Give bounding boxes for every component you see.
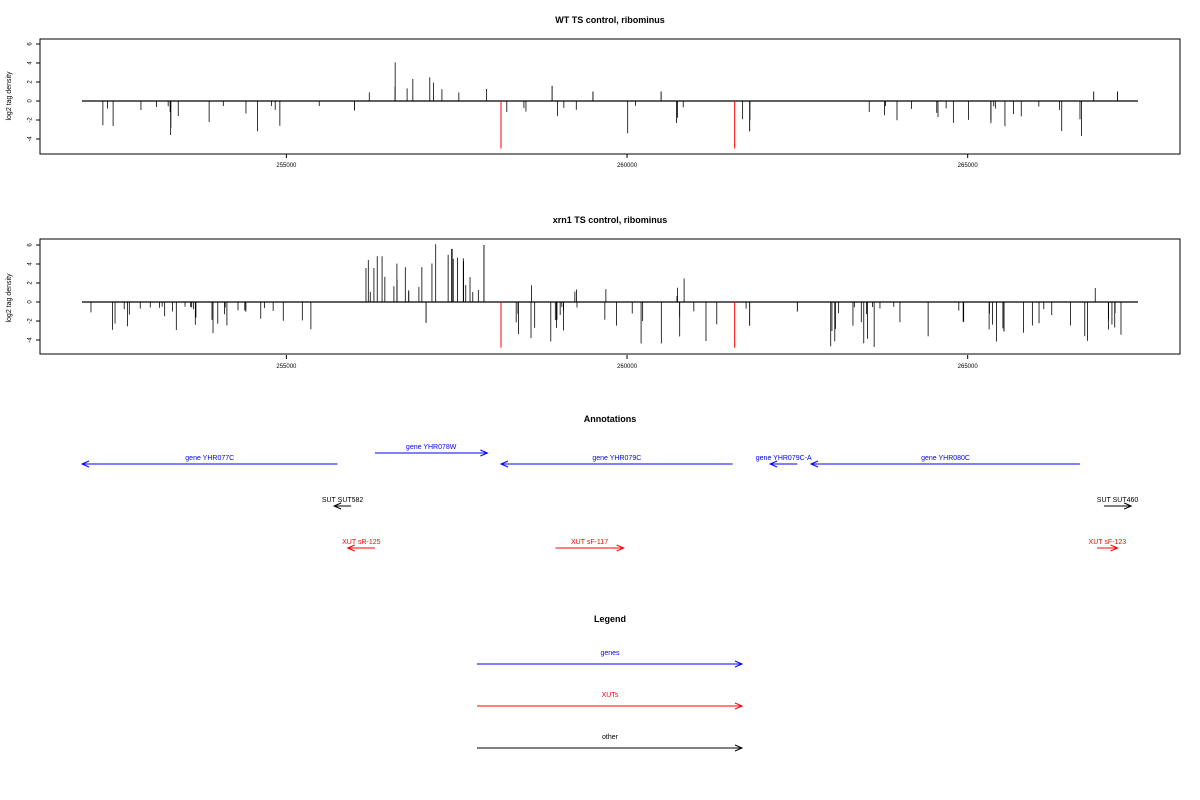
y-tick-label: 6 — [28, 42, 34, 46]
y-tick-label: 4 — [28, 61, 34, 65]
annotation-arrow — [346, 544, 375, 552]
annotation-arrow — [1103, 502, 1133, 510]
legend-arrow — [477, 702, 744, 710]
wt-track-x-axis: 255000 260000 265000 — [276, 154, 978, 169]
legend-arrow — [477, 744, 744, 752]
wt-track-frame — [39, 38, 1181, 155]
xrn1-track-title: xrn1 TS control, ribominus — [553, 215, 668, 225]
x-tick-label: 265000 — [958, 364, 979, 370]
y-tick-label: 0 — [28, 99, 34, 103]
arrow-head — [616, 544, 625, 552]
xrn1-track-frame — [39, 238, 1181, 355]
annotation-label: XUT sF-117 — [571, 539, 608, 546]
annotation-arrow — [1097, 544, 1119, 552]
y-tick-label: 2 — [28, 281, 34, 285]
arrow-head — [809, 460, 819, 468]
arrow-head — [480, 449, 489, 457]
annotation-arrow — [80, 460, 338, 468]
annotation-label: XUT sF-123 — [1089, 539, 1127, 546]
annotation-label: gene YHR077C — [185, 455, 234, 462]
legend-label: XUTs — [602, 692, 619, 699]
xrn1-track-bars — [82, 244, 1138, 348]
legend-items: genes XUTs other — [477, 650, 744, 752]
arrow-head — [332, 502, 342, 510]
y-tick-label: 2 — [28, 80, 34, 84]
wt-track-ylabel: log2 tag density — [6, 71, 13, 121]
legend-title: Legend — [594, 614, 626, 624]
xrn1-track-x-axis: 255000 260000 265000 — [276, 355, 978, 370]
legend-label: genes — [600, 650, 620, 657]
x-tick-label: 260000 — [617, 163, 638, 169]
annotation-arrow — [499, 460, 733, 468]
arrow-head — [499, 460, 509, 468]
x-tick-label: 260000 — [617, 364, 638, 370]
y-tick-label: 0 — [28, 300, 34, 304]
x-tick-label: 255000 — [276, 364, 297, 370]
wt-track-bars — [82, 62, 1138, 149]
annotation-label: gene YHR078W — [406, 444, 457, 451]
arrow-head — [768, 460, 778, 468]
annotation-arrow — [332, 502, 352, 510]
annotation-arrow — [374, 449, 489, 457]
annotation-label: SUT SUT460 — [1097, 497, 1139, 504]
annotation-arrow — [768, 460, 798, 468]
annotation-arrow — [555, 544, 625, 552]
annotation-label: gene YHR079C — [592, 455, 641, 462]
arrow-head — [80, 460, 90, 468]
wt-track-title: WT TS control, ribominus — [555, 15, 665, 25]
y-tick-label: -2 — [28, 318, 34, 324]
x-tick-label: 265000 — [958, 163, 979, 169]
xrn1-track-panel: xrn1 TS control, ribominus log2 tag dens… — [6, 215, 1181, 370]
annotation-label: gene YHR079C-A — [756, 455, 812, 462]
arrow-head — [734, 660, 744, 668]
legend-arrow — [477, 660, 744, 668]
arrow-head — [346, 544, 355, 552]
arrow-head — [734, 702, 744, 710]
y-tick-label: 6 — [28, 243, 34, 247]
annotations-title: Annotations — [584, 414, 637, 424]
annotation-label: SUT SUT582 — [322, 497, 364, 504]
annotation-label: XUT sR-125 — [342, 539, 380, 546]
y-tick-label: -4 — [28, 337, 34, 343]
y-tick-label: -2 — [28, 117, 34, 123]
arrow-head — [1110, 544, 1119, 552]
wt-track-panel: WT TS control, ribominus log2 tag densit… — [6, 15, 1181, 169]
y-tick-label: -4 — [28, 136, 34, 142]
x-tick-label: 255000 — [276, 163, 297, 169]
annotation-label: gene YHR080C — [921, 455, 970, 462]
y-tick-label: 4 — [28, 262, 34, 266]
xrn1-track-y-axis: -4 -2 0 2 4 6 — [28, 243, 40, 343]
arrow-head — [1123, 502, 1133, 510]
arrow-head — [734, 744, 744, 752]
legend-panel: Legend genes XUTs other — [477, 614, 744, 752]
wt-track-y-axis: -4 -2 0 2 4 6 — [28, 42, 40, 142]
annotation-arrow — [809, 460, 1081, 468]
annotation-features: gene YHR077C gene YHR078W gene YHR079C gene… — [80, 444, 1139, 552]
xrn1-track-ylabel: log2 tag density — [6, 273, 13, 323]
legend-label: other — [602, 734, 619, 741]
